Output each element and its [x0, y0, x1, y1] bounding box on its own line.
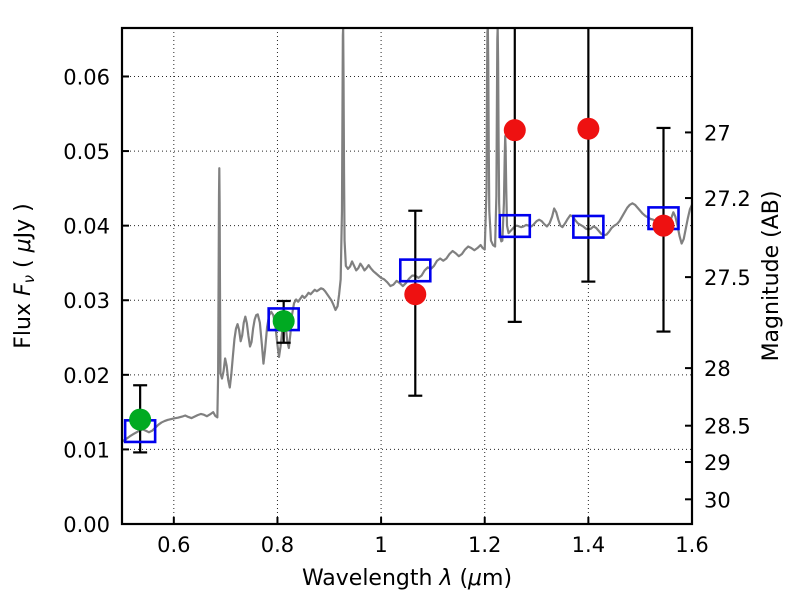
x-axis-ticks: 0.6 0.8 1 1.2 1.4 1.6 — [157, 517, 709, 557]
y-axis-ticks-left: 0.00 0.01 0.02 0.03 0.04 0.05 0.06 — [63, 65, 129, 537]
y-tick-label: 0.03 — [63, 289, 110, 313]
model-flux-square — [498, 213, 532, 239]
x-tick-label: 1 — [374, 533, 387, 557]
y-tick-label: 0.00 — [63, 513, 110, 537]
y2-tick-label: 29 — [704, 451, 731, 475]
model-flux-square — [572, 214, 605, 239]
y-axis-label-right: Magnitude (AB) — [759, 191, 784, 362]
y2-tick-label: 28 — [704, 357, 731, 381]
detected-flux-point — [129, 408, 152, 431]
upperlimit-flux-point — [652, 214, 675, 237]
plot-frame — [120, 26, 694, 526]
y-tick-label: 0.06 — [63, 65, 110, 89]
x-tick-label: 0.8 — [261, 533, 294, 557]
y-tick-label: 0.02 — [63, 364, 110, 388]
upperlimit-flux-point — [404, 283, 427, 306]
detected-flux-point — [272, 310, 295, 333]
y-axis-label-left: Flux Fν ( μJy ) — [11, 203, 38, 348]
y2-tick-label: 27 — [704, 121, 731, 145]
model-flux-square — [398, 258, 432, 283]
x-tick-label: 1.4 — [572, 533, 605, 557]
x-axis-label: Wavelength λ (μm) — [302, 566, 512, 591]
y2-tick-label: 30 — [704, 488, 731, 512]
y-tick-label: 0.04 — [63, 215, 110, 239]
x-tick-label: 1.6 — [675, 533, 708, 557]
x-tick-label: 0.6 — [157, 533, 190, 557]
upperlimit-flux-point — [577, 117, 600, 140]
y2-tick-label: 28.5 — [704, 415, 751, 439]
y-tick-label: 0.05 — [63, 140, 110, 164]
y-tick-label: 0.01 — [63, 438, 110, 462]
y2-tick-label: 27.2 — [704, 187, 751, 211]
observed-photometry-markers — [129, 117, 675, 431]
x-tick-label: 1.2 — [468, 533, 501, 557]
y2-tick-label: 27.5 — [704, 266, 751, 290]
upperlimit-flux-point — [503, 119, 526, 142]
y-axis-ticks-right: 27 27.2 27.5 28 28.5 29 30 — [685, 121, 751, 512]
